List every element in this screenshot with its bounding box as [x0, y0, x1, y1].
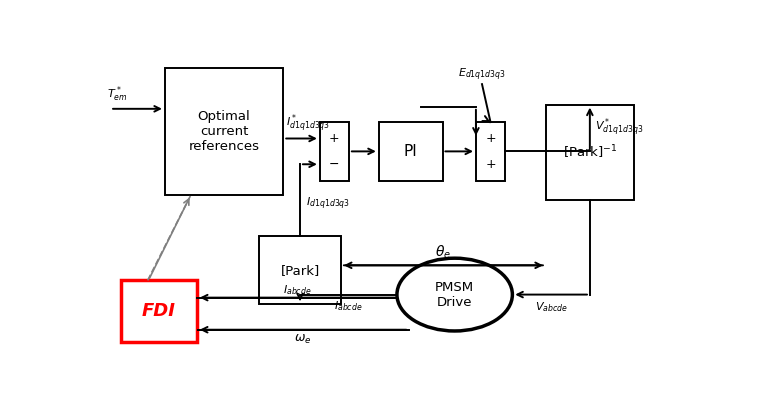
Bar	[320, 122, 349, 181]
Text: $V^*_{d1q1d3q3}$: $V^*_{d1q1d3q3}$	[595, 117, 643, 139]
Text: $I_{abcde}$: $I_{abcde}$	[283, 283, 311, 297]
Text: [Park]$^{-1}$: [Park]$^{-1}$	[563, 143, 617, 161]
Bar	[121, 280, 197, 342]
Bar	[476, 122, 505, 181]
Text: FDI: FDI	[142, 302, 176, 320]
Text: $\theta_e$: $\theta_e$	[435, 244, 452, 261]
Text: −: −	[329, 158, 339, 171]
Bar	[259, 236, 341, 304]
Text: $E_{d1q1d3q3}$: $E_{d1q1d3q3}$	[458, 67, 506, 83]
Bar	[165, 68, 283, 195]
Text: $V_{abcde}$: $V_{abcde}$	[535, 300, 568, 314]
Text: Optimal
current
references: Optimal current references	[189, 110, 260, 153]
Text: $I_{d1q1d3q3}$: $I_{d1q1d3q3}$	[306, 195, 350, 212]
Text: $\omega_e$: $\omega_e$	[294, 332, 312, 346]
Text: [Park]: [Park]	[281, 263, 320, 277]
Text: PMSM
Drive: PMSM Drive	[435, 281, 474, 309]
Text: PI: PI	[404, 144, 418, 159]
Ellipse shape	[397, 258, 513, 331]
Bar	[546, 105, 634, 200]
Text: +: +	[485, 158, 495, 171]
Bar	[379, 122, 442, 181]
Text: $I_{abcde}$: $I_{abcde}$	[334, 299, 363, 312]
Text: +: +	[485, 132, 495, 145]
Text: $T^*_{em}$: $T^*_{em}$	[107, 85, 128, 104]
Text: +: +	[329, 132, 339, 145]
Text: $I^*_{d1q1d3q3}$: $I^*_{d1q1d3q3}$	[286, 113, 331, 135]
